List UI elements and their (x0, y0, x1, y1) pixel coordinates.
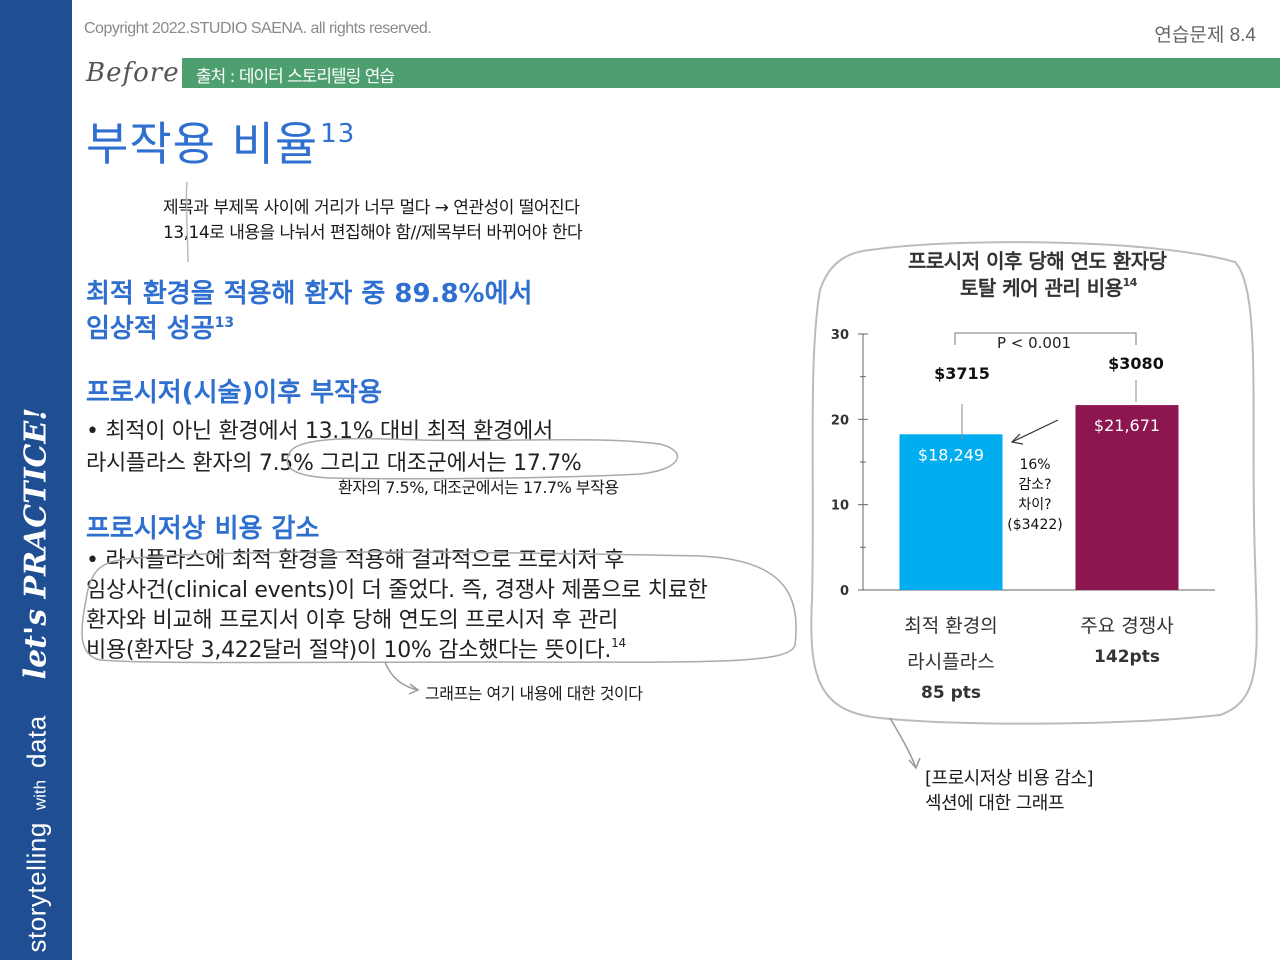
source-label: 출처 : 데이터 스토리텔링 연습 (196, 67, 395, 87)
annotation-arrow-graph-ref (384, 661, 419, 691)
significance-bracket (954, 332, 1137, 345)
section2-heading: 프로시저(시술)이후 부작용 (86, 378, 382, 408)
significance-label: P < 0.001 (997, 334, 1071, 352)
chart-title-line2: 토탈 케어 관리 비용14 (960, 272, 1137, 301)
annotation-arrowhead-chart-section (908, 757, 921, 770)
section1-line2: 임상적 성공13 (86, 308, 234, 345)
annotation-chart-note-line: 감소? (1018, 477, 1051, 493)
chart-title-line2-text: 토탈 케어 관리 비용 (960, 276, 1123, 300)
annotation-arrow-chart-section (889, 717, 917, 769)
before-label: Before (86, 58, 180, 88)
annotation-arrow-chart (1011, 419, 1059, 443)
section1-footnote: 13 (214, 315, 235, 331)
annotation-chart-note-line: ($3422) (1007, 517, 1062, 533)
annotation-chart-note-line: 16% (1019, 457, 1050, 473)
x-category-label: 주요 경쟁사 (1080, 615, 1173, 637)
bar-top-label: $3080 (1108, 354, 1164, 373)
slide-title-footnote: 13 (320, 119, 356, 149)
section3-footnote: 14 (611, 636, 626, 650)
chart-title-line1: 프로시저 이후 당해 연도 환자당 (908, 249, 1167, 273)
chart-title-footnote: 14 (1122, 276, 1138, 289)
annotation-circle-section3 (81, 551, 797, 664)
chart-frame-outline (810, 241, 1258, 725)
slide-title-text: 부작용 비율 (86, 117, 319, 171)
section2-body-line2: 라시플라스 환자의 7.5% 그리고 대조군에서는 17.7% (86, 451, 582, 476)
annotation-title-gap-line2: 13,14로 내용을 나눠서 편집해야 함//제목부터 바뀌어야 한다 (163, 223, 583, 243)
annotation-arrowhead-chart (1010, 433, 1024, 445)
section1-line1: 최적 환경을 적용해 환자 중 89.8%에서 (86, 279, 533, 309)
x-category-label: 최적 환경의 (904, 615, 997, 637)
annotation-circle-percent (286, 437, 679, 480)
y-tick-label: 20 (831, 413, 849, 428)
exercise-number: 연습문제 8.4 (1154, 25, 1256, 46)
section3-body-line2: 임상사건(clinical events)이 더 줄었다. 즉, 경쟁사 제품으… (86, 578, 708, 603)
annotation-chart-section-line1: [프로시저상 비용 감소] (925, 768, 1094, 789)
annotation-connector-title (185, 181, 189, 263)
annotation-arrowhead-graph-ref (408, 683, 420, 695)
y-tick-label: 10 (831, 499, 849, 514)
source-bar: 출처 : 데이터 스토리텔링 연습 (182, 58, 1280, 88)
section3-body-line4-text: 비용(환자당 3,422달러 절약)이 10% 감소했다는 뜻이다. (86, 638, 612, 663)
section1-line2-text: 임상적 성공 (86, 314, 215, 344)
section3-body-line4: 비용(환자당 3,422달러 절약)이 10% 감소했다는 뜻이다.14 (86, 632, 626, 664)
annotation-graph-ref: 그래프는 여기 내용에 대한 것이다 (425, 684, 643, 703)
bar-value-label: $18,249 (918, 445, 984, 464)
section3-body-line3: 환자와 비교해 프로지서 이후 당해 연도의 프로시저 후 관리 (86, 608, 619, 633)
bar-top-label: $3715 (934, 364, 990, 383)
x-category-sublabel: 라시플라스 (907, 651, 994, 673)
section3-heading: 프로시저상 비용 감소 (86, 514, 320, 544)
annotation-side-effect: 환자의 7.5%, 대조군에서는 17.7% 부작용 (338, 478, 619, 497)
copyright-text: Copyright 2022.STUDIO SAENA. all rights … (84, 20, 432, 37)
annotation-title-gap-line1: 제목과 부제목 사이에 거리가 너무 멀다 → 연관성이 떨어진다 (163, 198, 580, 218)
x-category-sublabel: 142pts (1094, 647, 1160, 667)
x-category-points: 85 pts (921, 683, 981, 703)
bar (1075, 405, 1179, 590)
bar (899, 434, 1003, 590)
y-tick-label: 0 (840, 584, 849, 599)
bar-value-label: $21,671 (1094, 416, 1160, 435)
annotation-chart-section-line2: 섹션에 대한 그래프 (925, 793, 1064, 814)
slide-title: 부작용 비율13 (86, 108, 355, 174)
sidebar (0, 0, 72, 960)
annotation-chart-note-line: 차이? (1018, 497, 1051, 513)
y-tick-label: 30 (831, 328, 849, 343)
